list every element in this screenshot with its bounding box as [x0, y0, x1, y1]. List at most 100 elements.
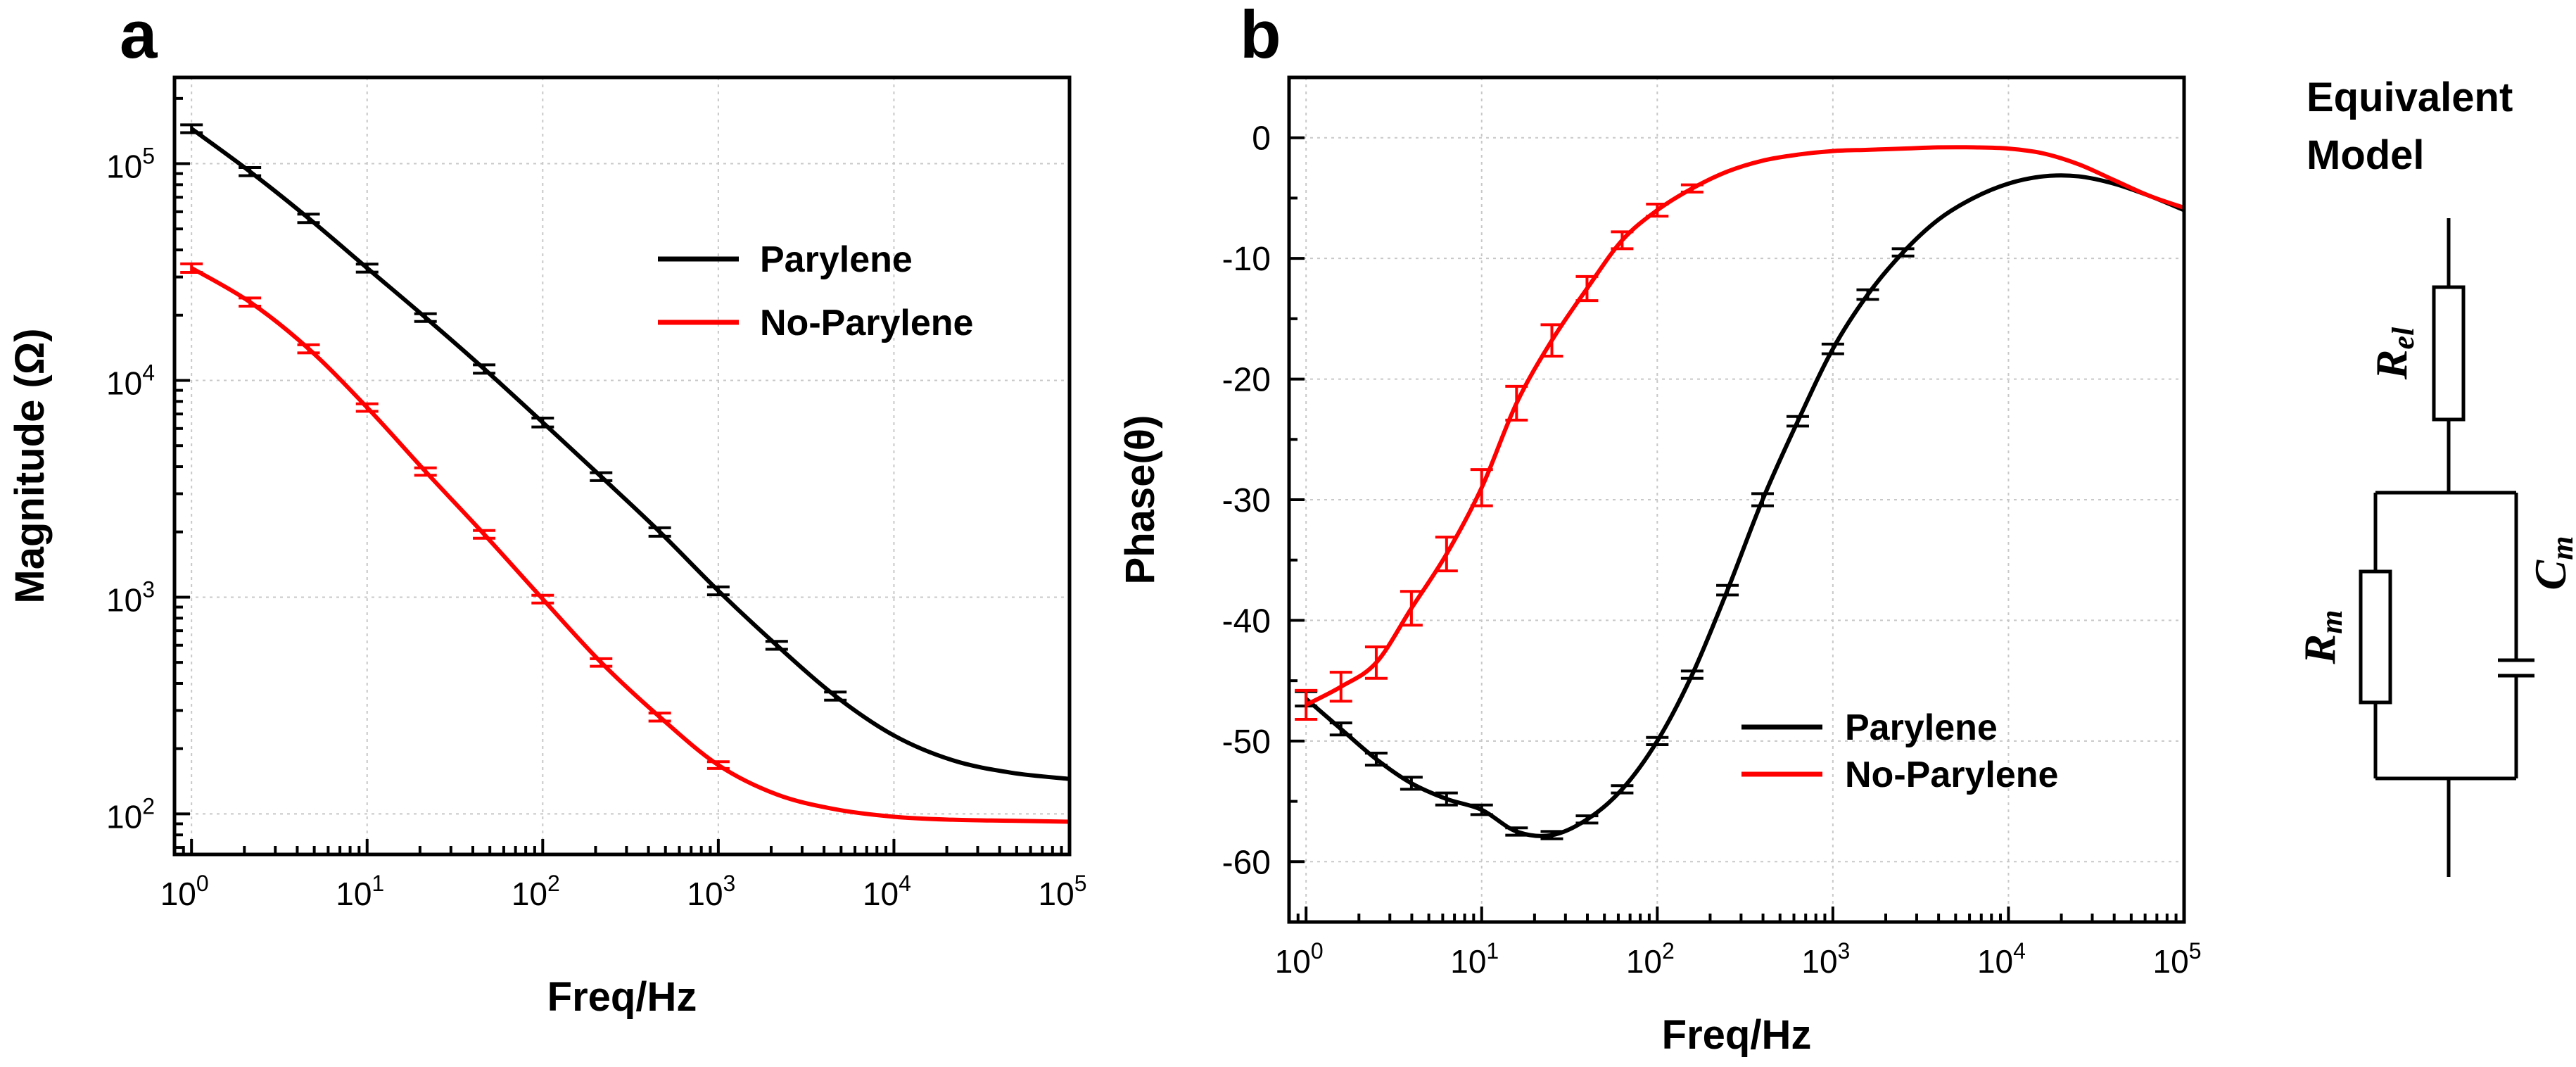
chart-b-errorbar-no-parylene-5: [1470, 468, 1493, 507]
chart-a-errorbar-parylene-0: [180, 123, 203, 134]
tick-base: 10: [1801, 943, 1837, 980]
chart-b-errorbar-parylene-15: [1821, 342, 1844, 355]
legend-b-label-parylene: Parylene: [1845, 707, 1998, 748]
label-r-el: Rel: [2366, 327, 2420, 380]
label-c-m: Cm: [2525, 536, 2576, 591]
label-r-m: Rm: [2295, 610, 2349, 665]
chart-b-x-tick-label-2: 102: [1626, 938, 1675, 980]
tick-base: 10: [512, 876, 547, 912]
panel-letter-a: a: [120, 0, 158, 72]
chart-b-errorbar-no-parylene-7: [1540, 323, 1563, 358]
tick-base: 10: [2153, 943, 2189, 980]
chart-b-y-tick-label-6: -60: [1222, 844, 1271, 881]
chart-b-errorbar-parylene-7: [1540, 830, 1563, 840]
chart-a-x-tick-label-2: 102: [512, 871, 560, 912]
tick-base: 10: [106, 365, 142, 401]
tick-exp: 1: [1486, 938, 1499, 964]
chart-b-x-tick-label-3: 103: [1801, 938, 1850, 980]
model-title-line1: Equivalent: [2307, 75, 2513, 120]
tick-exp: 1: [372, 871, 384, 896]
chart-b-errorbar-parylene-2: [1364, 752, 1388, 767]
label-c-m-base: C: [2525, 559, 2575, 590]
chart-a-errorbar-parylene-7: [590, 471, 613, 482]
chart-a-errorbar-no-parylene-6: [531, 593, 554, 605]
label-r-m-sub: m: [2314, 610, 2349, 634]
chart-a-errorbar-parylene-10: [765, 640, 788, 651]
legend-a-label-no-parylene: No-Parylene: [760, 303, 973, 343]
chart-a-ticks: [173, 96, 1071, 854]
tick-exp: 5: [1074, 871, 1087, 896]
resistor-r-m: [2359, 569, 2392, 705]
chart-b-errorbar-no-parylene-11: [1680, 183, 1703, 194]
chart-a-errorbar-no-parylene-5: [473, 529, 496, 540]
chart-a-errorbar-no-parylene-9: [706, 760, 730, 770]
chart-b-y-tick-label-5: -50: [1222, 724, 1271, 761]
chart-b-errorbar-no-parylene-6: [1505, 384, 1528, 422]
equivalent-model-diagram: Equivalent Model Rel Rm Cm: [2295, 75, 2576, 877]
label-r-el-base: R: [2366, 350, 2416, 381]
chart-a-x-tick-label-5: 105: [1039, 871, 1087, 912]
chart-b-ticks: [1288, 76, 2185, 923]
chart-a-x-tick-label-1: 101: [336, 871, 384, 912]
tick-base: 10: [106, 581, 142, 618]
chart-a-y-tick-label-0: 102: [106, 793, 155, 835]
chart-b-grid: [1289, 77, 2185, 922]
chart-b-x-tick-label-4: 104: [1977, 938, 2026, 980]
chart-b-errorbar-no-parylene-10: [1646, 203, 1669, 218]
chart-a-series: [180, 123, 1070, 824]
chart-b-errorbar-no-parylene-8: [1575, 274, 1599, 303]
chart-a-frame: [172, 75, 1072, 857]
chart-b-legend: Parylene No-Parylene: [1741, 707, 2058, 795]
chart-a-x-tick-label-3: 103: [687, 871, 735, 912]
chart-b-errorbar-no-parylene-0: [1295, 688, 1318, 721]
chart-a-errorbar-parylene-1: [239, 166, 262, 177]
chart-a-y-tick-label-1: 103: [106, 576, 155, 618]
label-r-el-sub: el: [2386, 327, 2420, 350]
chart-a-y-tick-label-2: 104: [106, 360, 155, 401]
chart-b-y-tick-label-1: -10: [1222, 241, 1271, 278]
chart-a-x-tick-label-0: 100: [160, 871, 209, 912]
chart-a-errorbar-no-parylene-8: [648, 712, 671, 723]
tick-exp: 0: [1311, 938, 1324, 964]
chart-b-errorbar-parylene-3: [1400, 776, 1423, 791]
tick-exp: 3: [723, 871, 736, 896]
tick-exp: 0: [196, 871, 209, 896]
tick-exp: 4: [2013, 938, 2026, 964]
tick-base: 10: [160, 876, 196, 912]
chart-b-errorbar-parylene-12: [1716, 583, 1739, 597]
chart-a-errorbar-no-parylene-7: [590, 657, 613, 668]
chart-a-series-line-no-parylene: [190, 266, 1070, 824]
tick-base: 10: [1039, 876, 1074, 912]
chart-b-errorbar-no-parylene-3: [1400, 590, 1423, 627]
chart-b-errorbar-parylene-17: [1891, 247, 1915, 258]
chart-a-errorbar-no-parylene-2: [297, 343, 320, 355]
chart-a-y-axis-title: Magnitude (Ω): [7, 328, 53, 603]
chart-a-errorbar-parylene-5: [473, 363, 496, 375]
chart-b-errorbar-no-parylene-9: [1611, 230, 1634, 251]
chart-a-x-tick-label-4: 104: [863, 871, 911, 912]
tick-exp: 5: [2189, 938, 2202, 964]
tick-base: 10: [106, 798, 142, 835]
chart-b-errorbar-parylene-11: [1680, 669, 1703, 680]
chart-b-errorbar-parylene-8: [1575, 814, 1599, 825]
tick-exp: 3: [142, 576, 155, 602]
chart-a-y-tick-label-3: 105: [106, 144, 155, 185]
chart-a-errorbar-no-parylene-1: [239, 296, 262, 308]
chart-b-x-tick-label-0: 100: [1275, 938, 1324, 980]
chart-a-errorbar-no-parylene-0: [180, 262, 203, 274]
chart-b-x-tick-label-1: 101: [1450, 938, 1499, 980]
resistor-r-el: [2432, 285, 2466, 422]
chart-b-errorbar-parylene-5: [1470, 803, 1493, 816]
chart-b-series-line-parylene: [1305, 173, 2185, 838]
chart-b-errorbar-no-parylene-1: [1329, 671, 1352, 703]
model-title-line2: Model: [2307, 132, 2425, 178]
chart-a-series-line-parylene: [190, 127, 1070, 781]
tick-base: 10: [106, 149, 142, 185]
tick-base: 10: [1626, 943, 1662, 980]
chart-a-legend: Parylene No-Parylene: [658, 239, 973, 343]
chart-a-errorbar-parylene-3: [355, 263, 379, 274]
